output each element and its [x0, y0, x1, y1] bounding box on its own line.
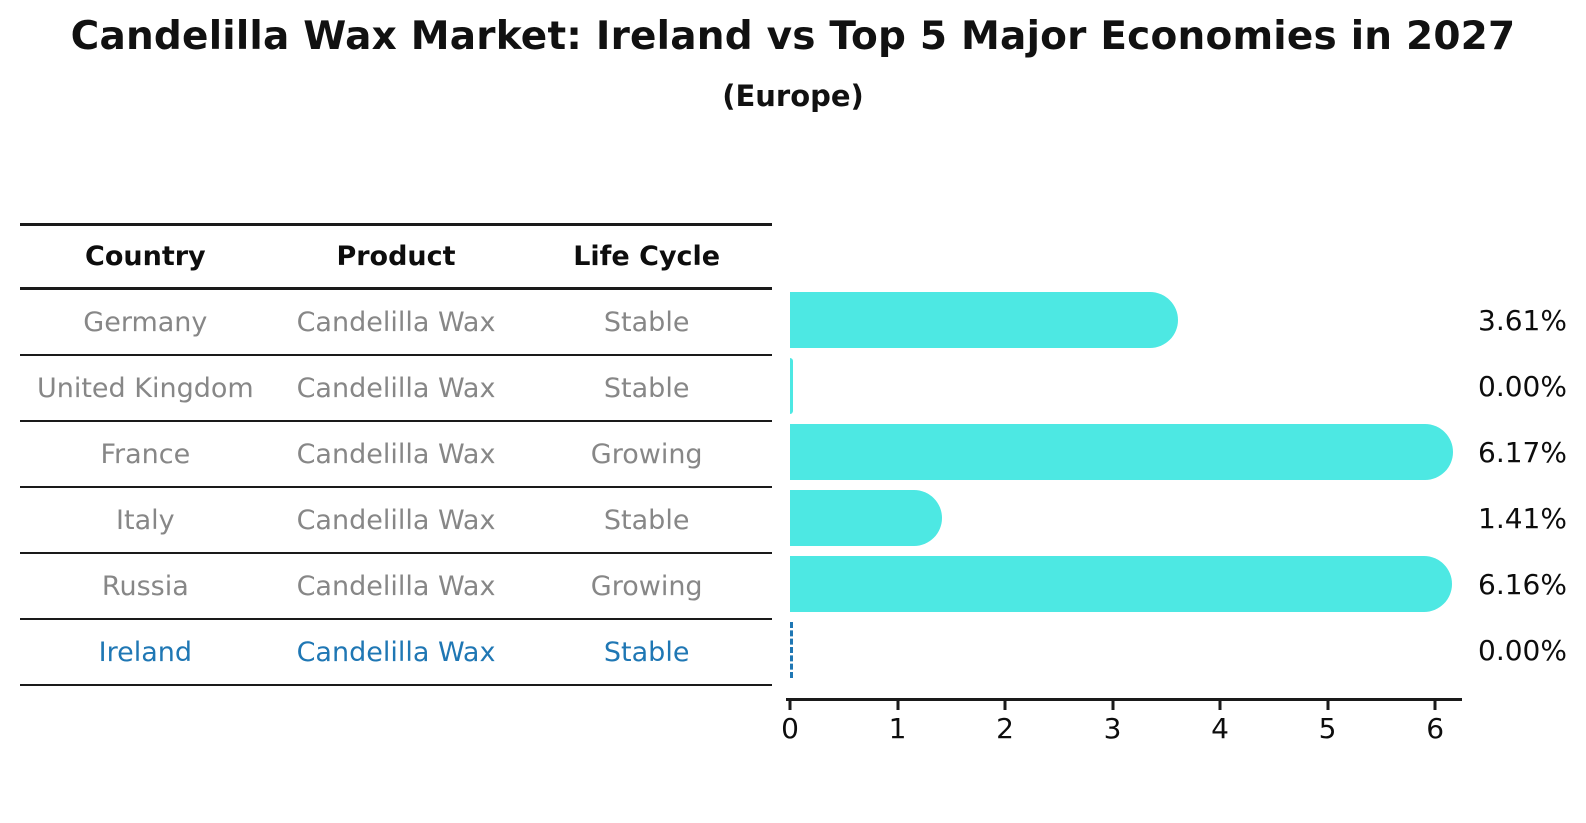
x-axis-tick-label: 1	[888, 712, 907, 745]
x-axis-tick-label: 4	[1211, 712, 1229, 745]
value-label-column: 3.61% 0.00% 6.17% 1.41% 6.16% 0.00%	[1478, 287, 1567, 683]
chart-subtitle: (Europe)	[722, 79, 864, 113]
cell-country: Ireland	[98, 636, 193, 668]
x-axis-tick-label: 0	[781, 712, 799, 745]
table-row-italy: Italy Candelilla Wax Stable	[20, 488, 772, 554]
bar-row	[790, 287, 1462, 353]
bar-row	[790, 485, 1462, 551]
cell-product: Candelilla Wax	[296, 504, 496, 536]
column-header-product: Product	[336, 241, 456, 272]
cell-life-cycle: Stable	[603, 636, 690, 668]
table-row-france: France Candelilla Wax Growing	[20, 422, 772, 488]
cell-product: Candelilla Wax	[296, 570, 496, 602]
table-row-ireland: Ireland Candelilla Wax Stable	[20, 620, 772, 686]
cell-product: Candelilla Wax	[296, 636, 496, 668]
cell-country: France	[100, 438, 191, 470]
cell-product: Candelilla Wax	[296, 372, 496, 404]
chart-title: Candelilla Wax Market: Ireland vs Top 5 …	[70, 14, 1516, 59]
x-axis-tick	[1433, 701, 1437, 710]
x-axis-line	[786, 698, 1462, 701]
cell-country: Russia	[101, 570, 189, 602]
table-row-russia: Russia Candelilla Wax Growing	[20, 554, 772, 620]
x-axis-tick-label: 3	[1103, 712, 1122, 745]
cell-country: Germany	[83, 306, 208, 338]
value-label-germany: 3.61%	[1478, 303, 1567, 337]
column-header-life-cycle: Life Cycle	[573, 241, 721, 272]
bar-ireland-highlight	[790, 622, 793, 678]
bar-plot-area	[790, 287, 1462, 683]
value-label-ireland: 0.00%	[1478, 633, 1567, 667]
x-axis-tick	[788, 701, 792, 710]
cell-life-cycle: Growing	[590, 570, 703, 602]
table-row-united-kingdom: United Kingdom Candelilla Wax Stable	[20, 356, 772, 422]
cell-life-cycle: Stable	[603, 504, 690, 536]
column-header-country: Country	[85, 241, 206, 272]
bar-germany	[790, 292, 1179, 348]
x-axis-tick	[1003, 701, 1007, 710]
value-label-russia: 6.16%	[1478, 567, 1567, 601]
x-axis-tick	[1111, 701, 1115, 710]
bar-row	[790, 551, 1462, 617]
comparison-table: Country Product Life Cycle Germany Cande…	[20, 223, 772, 686]
table-row-germany: Germany Candelilla Wax Stable	[20, 290, 772, 356]
value-label-united-kingdom: 0.00%	[1478, 369, 1567, 403]
cell-life-cycle: Stable	[603, 306, 690, 338]
value-label-italy: 1.41%	[1478, 501, 1567, 535]
cell-life-cycle: Growing	[590, 438, 703, 470]
cell-life-cycle: Stable	[603, 372, 690, 404]
cell-product: Candelilla Wax	[296, 306, 496, 338]
x-axis-tick-label: 2	[996, 712, 1014, 745]
x-axis-tick-label: 5	[1318, 712, 1337, 745]
bar-italy	[790, 490, 942, 546]
bar-row	[790, 617, 1462, 683]
value-label-france: 6.17%	[1478, 435, 1567, 469]
x-axis-tick	[1218, 701, 1222, 710]
bar-france	[790, 424, 1454, 480]
x-axis-ticks: 0 1 2 3 4 5 6	[781, 701, 1462, 761]
bar-russia	[790, 556, 1453, 612]
table-header-row: Country Product Life Cycle	[20, 226, 772, 290]
x-axis-tick	[896, 701, 900, 710]
cell-country: United Kingdom	[36, 372, 254, 404]
bar-row	[790, 353, 1462, 419]
cell-country: Italy	[116, 504, 175, 536]
cell-product: Candelilla Wax	[296, 438, 496, 470]
x-axis-tick-label: 6	[1426, 712, 1445, 745]
x-axis-tick	[1326, 701, 1330, 710]
bar-row	[790, 419, 1462, 485]
bar-united-kingdom	[790, 358, 793, 414]
